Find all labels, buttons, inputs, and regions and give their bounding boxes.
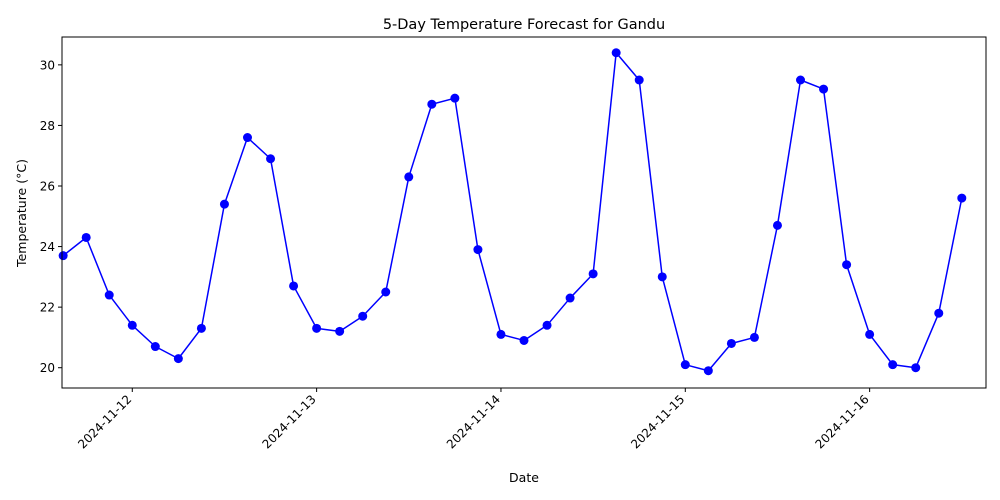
temperature-point [173,354,183,364]
temperature-point [450,93,460,103]
temperature-point [726,338,736,348]
temperature-point [565,293,575,303]
x-axis-label: Date [509,470,539,485]
chart-title: 5-Day Temperature Forecast for Gandu [383,17,665,33]
temperature-point [150,342,160,352]
y-tick-label: 24 [40,240,55,254]
temperature-point [358,311,368,321]
temperature-point [473,245,483,255]
temperature-point [196,323,206,333]
temperature-point [381,287,391,297]
temperature-point [289,281,299,291]
y-axis-label: Temperature (°C) [14,159,29,268]
temperature-point [911,363,921,373]
y-tick-label: 30 [40,58,55,72]
temperature-point [104,290,114,300]
temperature-point [634,75,644,85]
temperature-point [888,360,898,370]
temperature-point [266,154,276,164]
temperature-point [81,232,91,242]
y-tick-label: 20 [40,361,55,375]
y-tick-label: 26 [40,180,55,194]
temperature-point [519,335,529,345]
temperature-point [796,75,806,85]
temperature-point [242,133,252,143]
temperature-point [219,199,229,209]
temperature-point [657,272,667,282]
temperature-point [312,323,322,333]
temperature-point [127,320,137,330]
temperature-point [819,84,829,94]
temperature-point [588,269,598,279]
temperature-point [427,99,437,109]
temperature-point [611,48,621,58]
temperature-point [957,193,967,203]
temperature-point [772,220,782,230]
temperature-point [542,320,552,330]
temperature-point [934,308,944,318]
temperature-point [335,326,345,336]
y-tick-label: 28 [40,119,55,133]
y-tick-label: 22 [40,301,55,315]
temperature-point [58,251,68,261]
temperature-point [496,329,506,339]
temperature-point [842,260,852,270]
temperature-point [703,366,713,376]
axes-frame [61,36,987,389]
temperature-point [749,332,759,342]
temperature-line [62,52,963,372]
temperature-point [680,360,690,370]
temperature-point [865,329,875,339]
temperature-point [404,172,414,182]
